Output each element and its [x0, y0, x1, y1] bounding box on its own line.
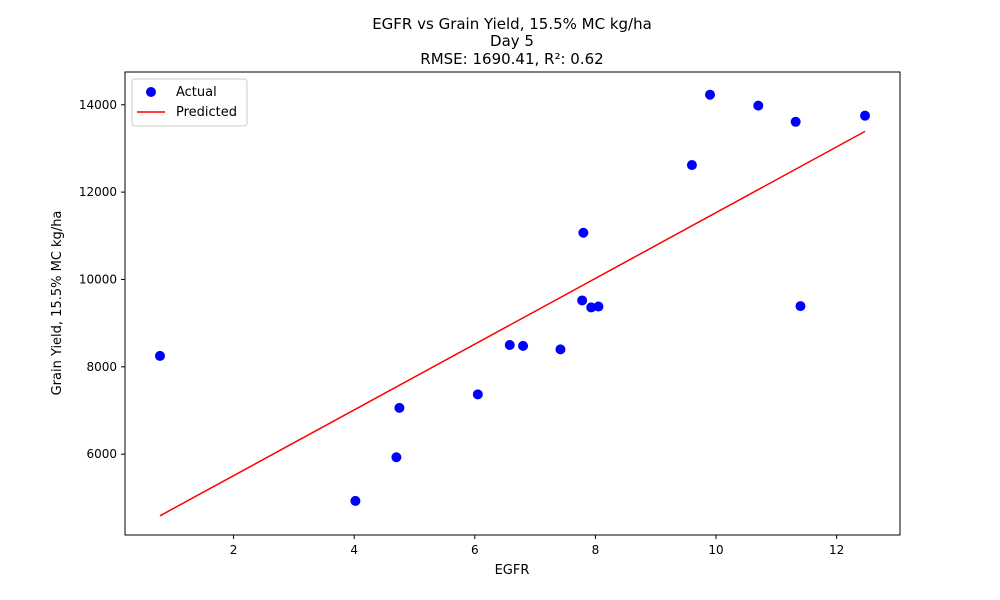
plot-frame: [124, 71, 901, 536]
actual-point-9: [578, 227, 589, 238]
y-tick-label: 10000: [79, 272, 117, 286]
legend-actual-label: Actual: [176, 85, 217, 100]
actual-point-12: [686, 160, 697, 171]
actual-point-4: [472, 389, 483, 400]
y-axis-label: Grain Yield, 15.5% MC kg/ha: [50, 211, 65, 396]
x-tick-label: 10: [708, 543, 723, 557]
x-tick-label: 12: [829, 543, 844, 557]
actual-point-0: [154, 350, 165, 361]
x-axis-label: EGFR: [495, 563, 530, 578]
legend-actual-marker: [146, 87, 156, 97]
chart-title-line-2: Day 5: [490, 32, 534, 50]
legend: Actual Predicted: [131, 78, 248, 127]
x-tick-label: 8: [592, 543, 600, 557]
y-tick-label: 6000: [86, 447, 117, 461]
actual-series: [154, 89, 871, 506]
actual-point-11: [593, 301, 604, 312]
actual-point-15: [790, 116, 801, 127]
y-tick-label: 8000: [86, 360, 117, 374]
predicted-line: [159, 130, 866, 517]
plot-area: [125, 72, 900, 535]
chart-title-line-1: EGFR vs Grain Yield, 15.5% MC kg/ha: [372, 15, 652, 33]
actual-point-13: [705, 89, 716, 100]
y-tick-label: 12000: [79, 185, 117, 199]
actual-point-6: [518, 340, 529, 351]
y-tick-label: 14000: [79, 98, 117, 112]
x-axis-ticks: 2 4 6 8 10 12: [230, 535, 844, 557]
actual-point-8: [577, 295, 588, 306]
actual-point-3: [394, 402, 405, 413]
actual-point-5: [504, 339, 515, 350]
actual-point-2: [391, 452, 402, 463]
x-tick-label: 6: [471, 543, 479, 557]
actual-point-14: [753, 100, 764, 111]
actual-point-1: [350, 495, 361, 506]
x-tick-label: 2: [230, 543, 238, 557]
actual-point-10: [586, 302, 597, 313]
actual-point-7: [555, 344, 566, 355]
actual-point-16: [795, 301, 806, 312]
y-axis-ticks: 6000 8000 10000 12000 14000: [79, 98, 125, 461]
legend-predicted-label: Predicted: [176, 105, 237, 120]
predicted-series: [159, 130, 866, 517]
x-tick-label: 4: [350, 543, 358, 557]
actual-point-17: [860, 110, 871, 121]
chart-title-line-3: RMSE: 1690.41, R²: 0.62: [420, 50, 603, 68]
legend-box: [131, 78, 248, 127]
